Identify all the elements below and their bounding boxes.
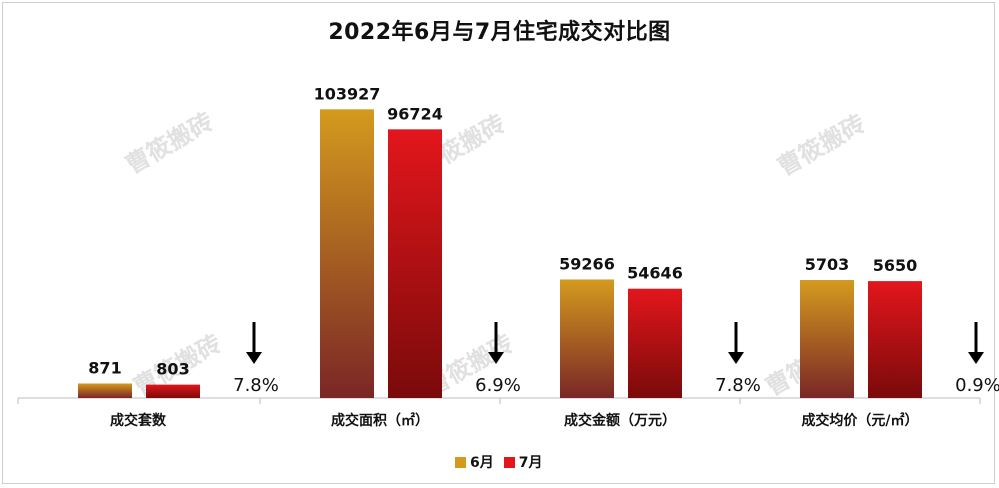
bar-value-label: 5650 — [873, 256, 918, 275]
category-label: 成交均价（元/㎡） — [801, 412, 918, 429]
legend: 6月 7月 — [455, 452, 543, 472]
legend-swatch-july — [503, 456, 515, 468]
bar-value-label: 96724 — [387, 104, 443, 123]
down-arrow-head — [968, 352, 984, 364]
legend-swatch-june — [455, 456, 466, 468]
bar — [800, 280, 854, 398]
chart-title: 2022年6月与7月住宅成交对比图 — [328, 20, 671, 45]
down-arrow-head — [246, 352, 262, 364]
category-label: 成交金额（万元） — [564, 412, 676, 429]
bar — [868, 281, 922, 398]
bar — [628, 288, 682, 398]
legend-label-june: 6月 — [470, 455, 494, 471]
bar — [560, 279, 614, 398]
change-percent-label: 7.8% — [715, 375, 761, 396]
legend-label-july: 7月 — [518, 455, 543, 471]
change-percent-label: 7.8% — [233, 375, 279, 396]
change-percent-label: 6.9% — [475, 375, 521, 396]
change-percent-label: 0.9% — [955, 375, 999, 396]
bar — [146, 384, 200, 398]
category-label: 成交套数 — [110, 412, 167, 429]
bar-value-label: 103927 — [314, 84, 381, 103]
bar — [388, 129, 442, 399]
legend-item-july: 7月 — [503, 452, 543, 472]
bar-value-label: 871 — [88, 358, 121, 377]
legend-item-june: 6月 — [455, 452, 494, 472]
bar-value-label: 803 — [156, 360, 189, 379]
category-label: 成交面积（㎡） — [331, 412, 429, 429]
bar — [78, 383, 132, 398]
bar-value-label: 59266 — [559, 254, 615, 273]
bar — [320, 109, 374, 398]
bar-value-label: 5703 — [805, 255, 850, 274]
bar-value-label: 54646 — [627, 264, 683, 283]
down-arrow-head — [488, 352, 504, 364]
down-arrow-head — [728, 352, 744, 364]
